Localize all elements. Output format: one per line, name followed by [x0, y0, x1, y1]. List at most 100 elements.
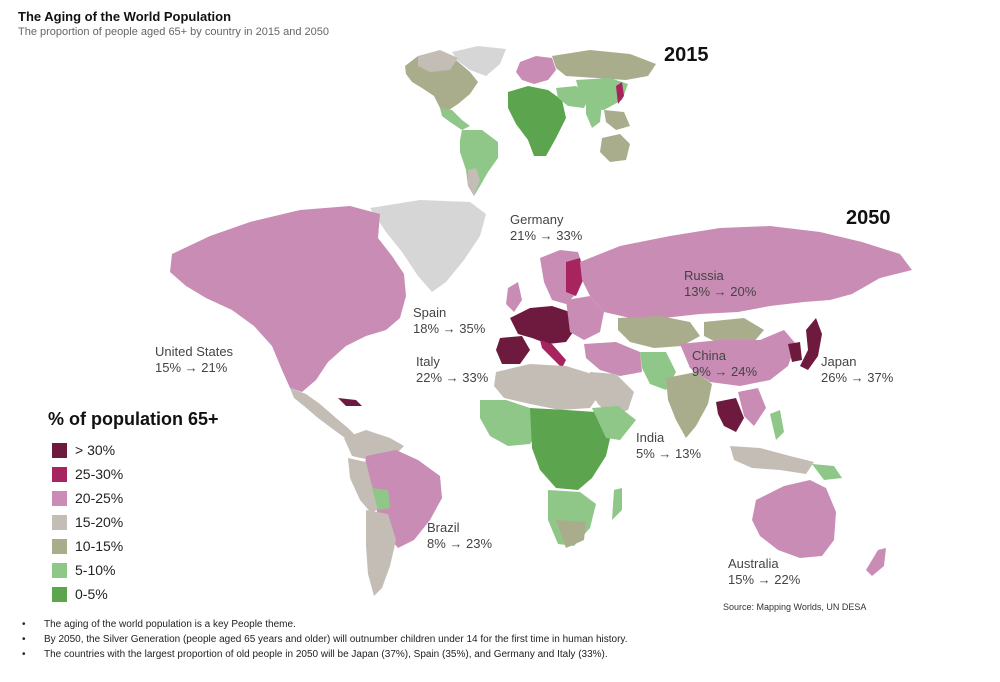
map-philippines	[770, 410, 784, 440]
legend-swatch	[52, 466, 67, 482]
map-2015-asia	[576, 78, 628, 110]
map-south-africa	[556, 520, 586, 548]
label-australia-values: 15% → 22%	[728, 572, 801, 587]
legend-swatch	[52, 586, 67, 602]
label-spain-values: 18% → 35%	[413, 321, 486, 336]
label-united-states-values: 15% → 21%	[155, 360, 228, 375]
label-united-states-name: United States	[155, 344, 234, 359]
legend-label: 10-15%	[75, 538, 124, 554]
map-west-africa	[480, 400, 540, 446]
map-paraguay	[372, 488, 390, 510]
map-southern-cone	[366, 510, 396, 596]
legend-item: 10-15%	[52, 534, 123, 558]
map-turkey-iran	[584, 342, 642, 376]
map-madagascar	[612, 488, 622, 520]
map-thailand	[716, 398, 744, 432]
map-cuba	[338, 398, 362, 406]
source-note: Source: Mapping Worlds, UN DESA	[723, 602, 867, 612]
label-japan: Japan 26% → 37%	[821, 354, 893, 386]
map-new-zealand	[866, 548, 886, 576]
label-india: India 5% → 13%	[636, 430, 701, 462]
legend-item: 0-5%	[52, 582, 123, 606]
legend-label: 15-20%	[75, 514, 124, 530]
map-russia	[580, 226, 912, 318]
legend-item: 15-20%	[52, 510, 123, 534]
legend-swatch	[52, 490, 67, 506]
legend-item: 20-25%	[52, 486, 123, 510]
label-china-name: China	[692, 348, 726, 363]
label-united-states: United States 15% → 21%	[155, 344, 233, 376]
year-2050-label: 2050	[846, 207, 891, 229]
map-korea	[788, 342, 802, 362]
map-2015-greenland	[452, 46, 506, 76]
map-2015-south-cone	[468, 168, 480, 196]
label-australia: Australia 15% → 22%	[728, 556, 800, 588]
legend-label: > 30%	[75, 442, 116, 458]
bullet-item: • By 2050, the Silver Generation (people …	[22, 634, 628, 645]
map-australia	[752, 480, 836, 558]
label-germany-name: Germany	[510, 212, 564, 227]
map-central-africa	[530, 408, 612, 490]
label-spain-name: Spain	[413, 305, 447, 320]
label-brazil-name: Brazil	[427, 520, 460, 535]
label-china: China 9% → 24%	[692, 348, 757, 380]
label-australia-name: Australia	[728, 556, 779, 571]
label-india-name: India	[636, 430, 665, 445]
map-western-europe	[510, 306, 576, 344]
map-india	[666, 372, 712, 438]
label-italy: Italy 22% → 33%	[416, 354, 488, 386]
year-2015-label: 2015	[664, 44, 709, 66]
map-north-africa	[494, 364, 600, 410]
label-japan-values: 26% → 37%	[821, 370, 894, 385]
map-2015-india	[586, 102, 602, 128]
map-iberia	[496, 336, 530, 364]
map-2015	[405, 46, 656, 196]
legend-item: 25-30%	[52, 462, 123, 486]
map-2015-south-america	[460, 130, 498, 196]
map-2050	[170, 200, 912, 596]
bullet-text: By 2050, the Silver Generation (people a…	[44, 634, 628, 645]
map-png	[812, 464, 842, 480]
map-indonesia	[730, 446, 814, 474]
map-2015-europe	[516, 56, 556, 84]
label-spain: Spain 18% → 35%	[413, 305, 485, 337]
legend-label: 5-10%	[75, 562, 116, 578]
legend-title: % of population 65+	[48, 409, 219, 429]
legend-swatch	[52, 562, 67, 578]
map-central-america	[290, 388, 356, 440]
bullet-list: • The aging of the world population is a …	[18, 617, 627, 662]
label-russia-name: Russia	[684, 268, 724, 283]
page-title: The Aging of the World Population	[18, 9, 232, 24]
label-brazil: Brazil 8% → 23%	[427, 520, 492, 552]
map-italy	[540, 340, 566, 368]
map-2015-russia	[552, 50, 656, 80]
map-2015-mexico	[440, 108, 470, 130]
label-japan-name: Japan	[821, 354, 857, 369]
legend-label: 0-5%	[75, 586, 108, 602]
label-germany-values: 21% → 33%	[510, 228, 583, 243]
legend-label: 20-25%	[75, 490, 124, 506]
bullet-text: The countries with the largest proportio…	[44, 649, 608, 660]
page-subtitle: The proportion of people aged 65+ by cou…	[18, 26, 329, 38]
map-2015-japan	[616, 82, 624, 104]
map-eastern-europe	[566, 296, 604, 340]
label-india-values: 5% → 13%	[636, 446, 702, 461]
label-russia-values: 13% → 20%	[684, 284, 757, 299]
map-japan	[800, 318, 822, 370]
map-greenland	[370, 200, 486, 292]
map-central-asia	[618, 316, 700, 348]
map-uk	[506, 282, 522, 312]
label-germany: Germany 21% → 33%	[510, 212, 582, 244]
label-brazil-values: 8% → 23%	[427, 536, 493, 551]
map-2015-se-asia	[604, 110, 630, 130]
map-east-africa	[592, 406, 636, 440]
label-russia: Russia 13% → 20%	[684, 268, 756, 300]
bullet-text: The aging of the world population is a k…	[44, 619, 296, 630]
map-peru-bolivia	[348, 458, 380, 514]
bullet-item: • The countries with the largest proporti…	[22, 649, 608, 660]
map-finland	[566, 258, 584, 296]
map-arabia	[588, 372, 634, 416]
map-2015-africa	[508, 86, 566, 156]
map-china	[680, 330, 796, 386]
